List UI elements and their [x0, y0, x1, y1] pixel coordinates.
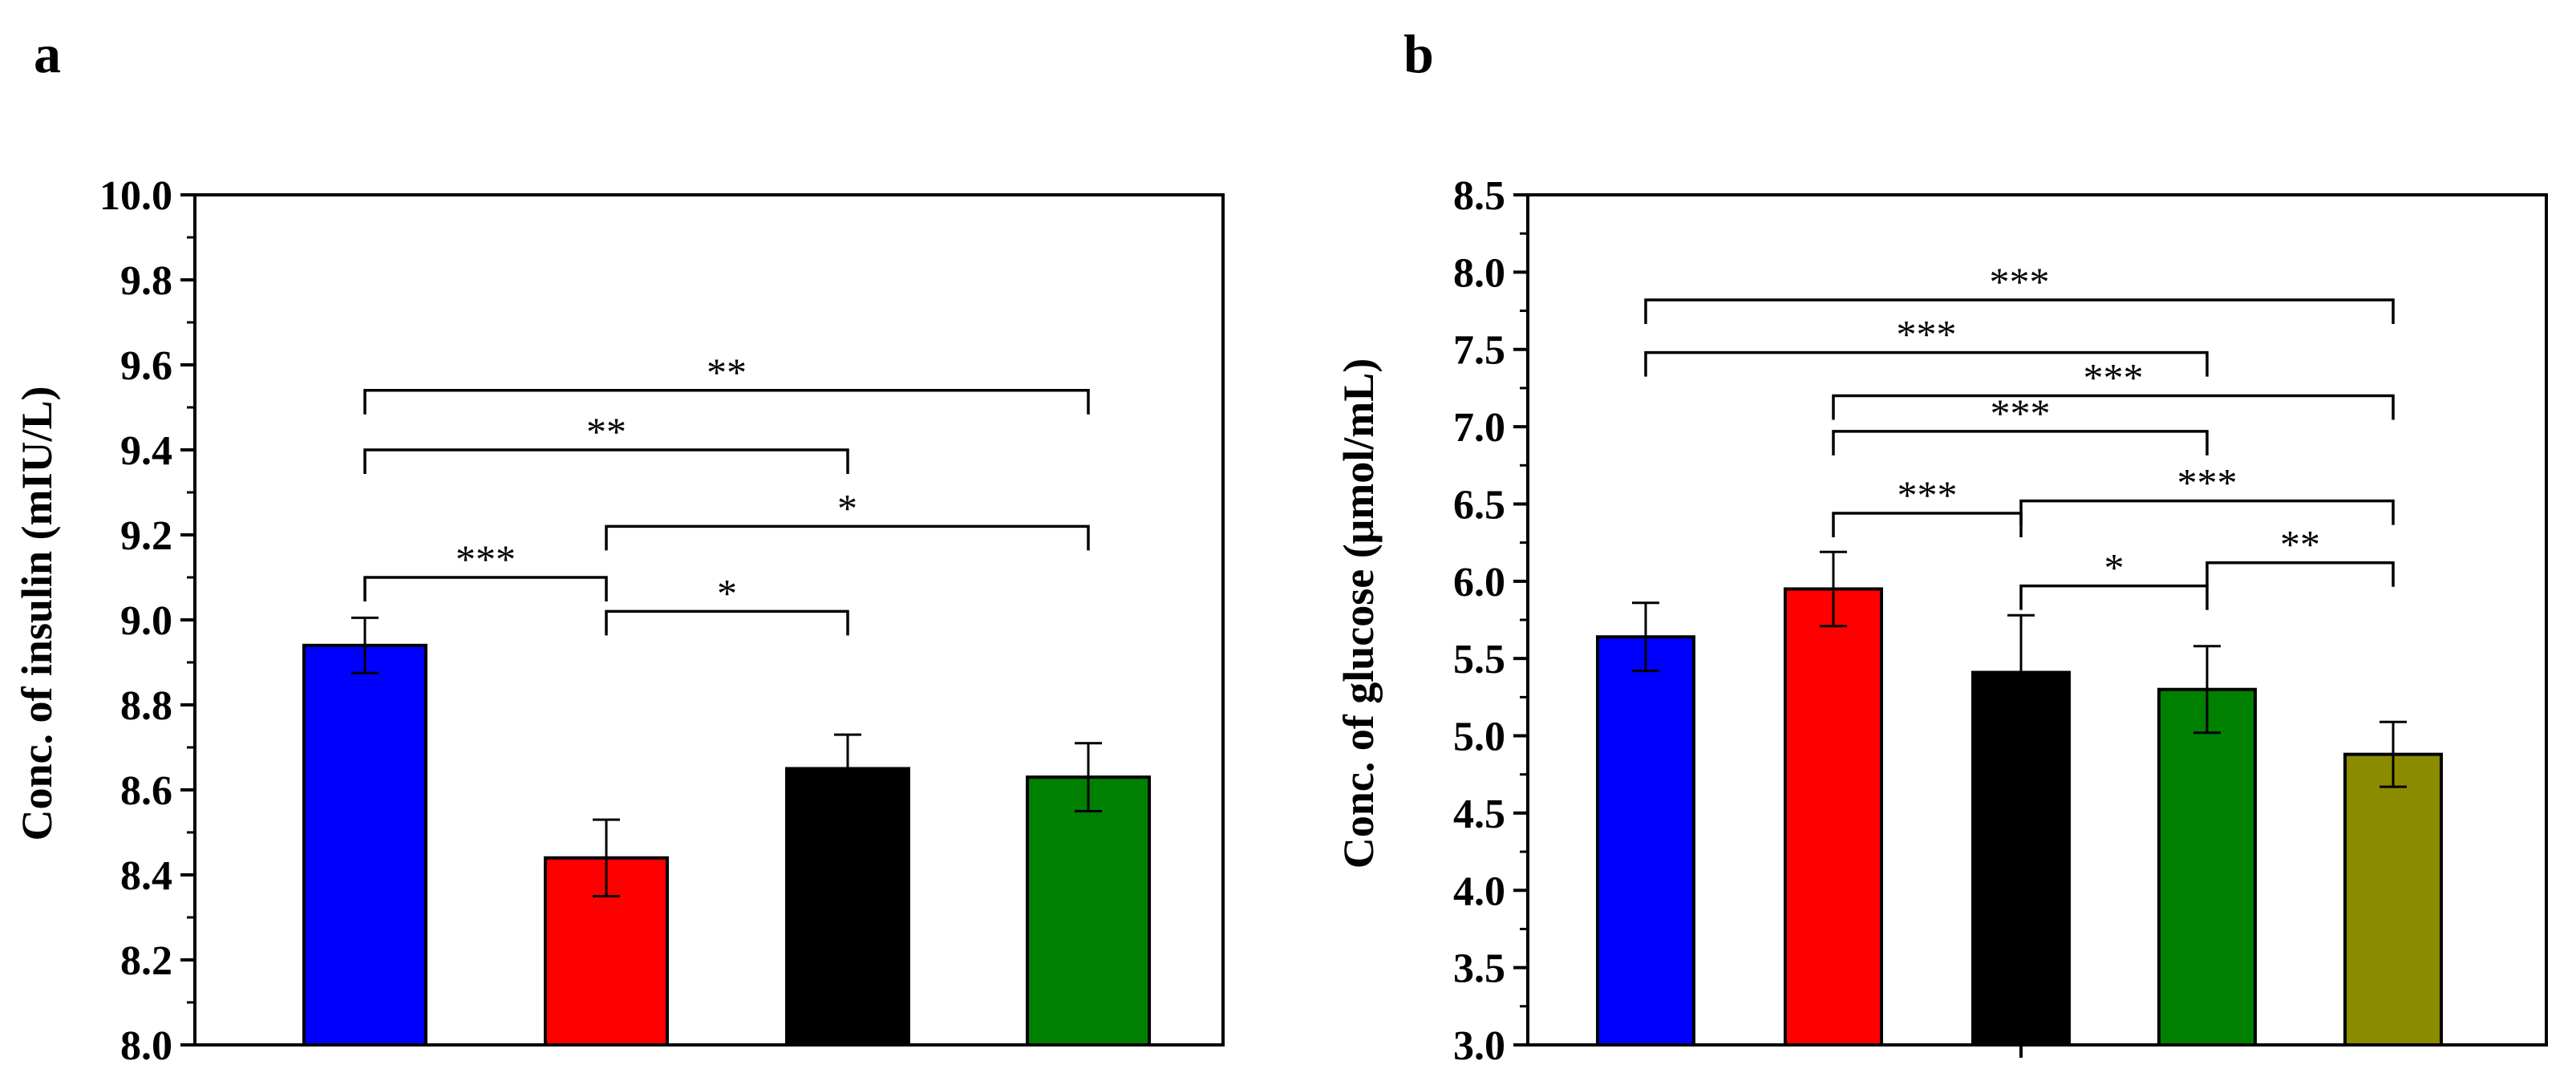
panel-b-bar-group2 — [1784, 587, 1883, 1047]
panel-a-significance-bracket — [605, 524, 1090, 551]
panel-a-y-tick-label: 8.4 — [120, 853, 172, 899]
panel-b-letter: b — [1403, 23, 1434, 84]
panel-b-significance-bracket — [1644, 350, 2209, 377]
panel-b-y-tick-label: 4.0 — [1453, 868, 1505, 914]
panel-b-y-axis-label: Conc. of glucose (μmol/mL) — [1335, 358, 1383, 869]
panel-b-y-tick-label: 5.0 — [1453, 715, 1505, 760]
panel-a-y-tick-label: 9.8 — [120, 258, 172, 304]
panel-a-y-tick-label: 10.0 — [99, 173, 172, 219]
panel-b-significance-label: *** — [2084, 355, 2144, 400]
panel-b-significance-bracket — [1644, 298, 2395, 325]
panel-b-significance-label: * — [2104, 545, 2124, 590]
panel-a-error-bar-group3 — [834, 733, 861, 804]
panel-b-bar-group4 — [2157, 687, 2257, 1047]
panel-b-y-tick-label: 8.5 — [1453, 173, 1505, 219]
panel-a-significance-bracket — [363, 389, 1090, 415]
panel-a-significance-label: *** — [456, 536, 516, 581]
panel-b-error-bar-group1 — [1632, 601, 1659, 673]
panel-b-significance-label: ** — [2280, 522, 2320, 567]
panel-a-error-bar-group2 — [593, 818, 620, 897]
panel-a-significance-label: ** — [707, 350, 747, 395]
panel-a-significance-label: * — [837, 485, 857, 530]
panel-b-y-tick-label: 6.0 — [1453, 560, 1505, 605]
panel-a-bar-group4 — [1026, 775, 1151, 1047]
panel-b-y-tick-label: 4.5 — [1453, 791, 1505, 837]
panel-b-bar-group3 — [1971, 670, 2071, 1047]
panel-b-y-tick-label: 3.0 — [1453, 1023, 1505, 1069]
panel-b-y-tick-label: 8.0 — [1453, 250, 1505, 296]
panel-a-bar-group1 — [302, 643, 427, 1047]
panel-a-y-tick-label: 9.4 — [120, 428, 172, 474]
panel-b-error-bar-group4 — [2193, 645, 2221, 735]
panel-a-y-tick-label: 8.2 — [120, 938, 172, 984]
panel-b-significance-label: *** — [1991, 391, 2051, 435]
panel-b-y-tick-label: 6.5 — [1453, 482, 1505, 528]
panel-b-bar-group5 — [2343, 752, 2443, 1047]
panel-b-significance-bracket — [1832, 430, 2209, 455]
panel-b-error-bar-group5 — [2380, 720, 2407, 788]
panel-a-error-bar-group4 — [1075, 742, 1102, 812]
panel-a-bar-group3 — [785, 767, 910, 1047]
panel-b-significance-bracket — [2019, 499, 2395, 525]
panel-b-bar-group1 — [1596, 635, 1695, 1047]
panel-b-significance-bracket — [2205, 561, 2395, 587]
panel-a-y-tick-label: 8.6 — [120, 768, 172, 814]
panel-a-letter: a — [34, 23, 61, 84]
panel-b-error-bar-group3 — [2007, 613, 2035, 731]
panel-a-y-tick-label: 9.0 — [120, 598, 172, 644]
panel-a-chart: 8.08.28.48.68.89.09.29.49.69.810.0******… — [99, 173, 1225, 1069]
panel-b-significance-bracket — [2019, 584, 2209, 610]
panel-a-significance-label: ** — [586, 409, 626, 454]
panel-b-y-tick-label: 7.5 — [1453, 328, 1505, 374]
panel-a-significance-bracket — [363, 448, 849, 474]
panel-b-y-tick-label: 7.0 — [1453, 405, 1505, 451]
panel-a-significance-bracket — [605, 609, 849, 636]
panel-b-significance-bracket — [1832, 512, 2023, 538]
panel-b-y-tick-label: 5.5 — [1453, 637, 1505, 682]
panel-a-y-tick-label: 8.8 — [120, 683, 172, 729]
panel-a-significance-bracket — [363, 576, 608, 601]
panel-a-y-tick-label: 8.0 — [120, 1023, 172, 1069]
panel-b-significance-label: *** — [1897, 312, 1957, 357]
panel-b-significance-label: *** — [2177, 460, 2238, 505]
panel-b-significance-label: *** — [1898, 472, 1958, 517]
panel-b-significance-bracket — [1832, 394, 2395, 420]
panel-b-significance-label: *** — [1990, 259, 2050, 304]
panel-b-y-tick-label: 3.5 — [1453, 946, 1505, 992]
panel-b-error-bar-group2 — [1820, 550, 1847, 628]
panel-a-significance-label: * — [717, 570, 737, 615]
panel-a-y-axis-label: Conc. of insulin (mIU/L) — [13, 386, 61, 840]
panel-a-error-bar-group1 — [351, 616, 379, 674]
panel-a-y-tick-label: 9.2 — [120, 513, 172, 559]
panel-a-y-tick-label: 9.6 — [120, 343, 172, 389]
panel-b-chart: 3.03.54.04.55.05.56.06.57.07.58.08.5****… — [1453, 173, 2548, 1069]
